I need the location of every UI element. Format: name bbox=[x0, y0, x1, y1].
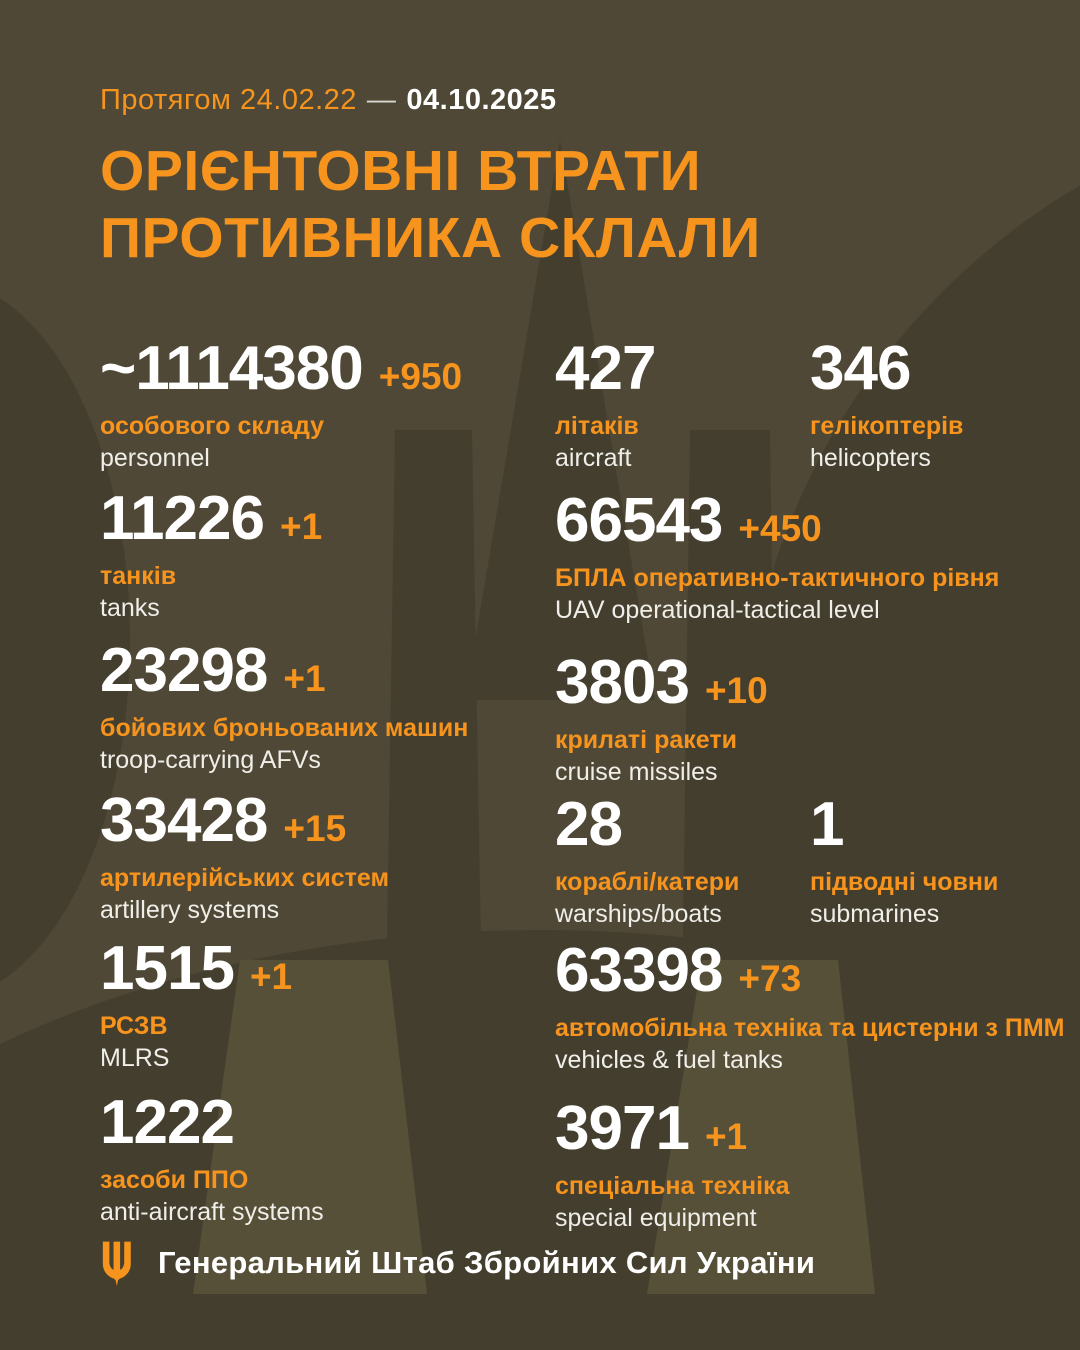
stat-delta: +10 bbox=[704, 670, 768, 711]
stat-label-en: submarines bbox=[810, 900, 940, 928]
stat-delta: +73 bbox=[738, 958, 802, 999]
stat-value: ~1114380 bbox=[100, 334, 364, 403]
stat-delta: +1 bbox=[249, 956, 293, 997]
stat-label-ua: літаків bbox=[555, 412, 639, 440]
stat-label-ua: гелікоптерів bbox=[810, 412, 964, 440]
period-prefix: Протягом 24.02.22 bbox=[100, 84, 357, 116]
stat-label-en: artillery systems bbox=[100, 896, 280, 924]
stat-delta: +950 bbox=[378, 356, 463, 397]
stat-submarines: 1 підводні човни submarines bbox=[810, 794, 998, 929]
stat-label-en: special equipment bbox=[555, 1204, 757, 1232]
stat-value: 11226 bbox=[100, 484, 265, 553]
stat-value: 3803 bbox=[555, 648, 690, 717]
stat-value: 427 bbox=[555, 334, 656, 403]
stat-value: 23298 bbox=[100, 636, 268, 705]
stat-value: 346 bbox=[810, 334, 911, 403]
stat-value: 28 bbox=[555, 790, 623, 859]
stat-label-ua: автомобільна техніка та цистерни з ПММ bbox=[555, 1014, 1065, 1042]
page-title-line1: ОРІЄНТОВНІ ВТРАТИ bbox=[100, 139, 702, 203]
stat-artillery: 33428 +15 артилерійських систем artiller… bbox=[100, 790, 389, 925]
stat-label-en: vehicles & fuel tanks bbox=[555, 1046, 783, 1074]
source-attribution: Генеральний Штаб Збройних Сил України bbox=[158, 1245, 816, 1280]
stat-value: 3971 bbox=[555, 1094, 690, 1163]
stat-personnel: ~1114380 +950 особового складу personnel bbox=[100, 338, 462, 473]
period-dash: — bbox=[366, 84, 397, 116]
period-end-date: 04.10.2025 bbox=[406, 84, 557, 116]
stat-anti-aircraft: 1222 засоби ППО anti-aircraft systems bbox=[100, 1092, 324, 1227]
footer: Генеральний Штаб Збройних Сил України bbox=[100, 1240, 815, 1286]
stat-mlrs: 1515 +1 РСЗВ MLRS bbox=[100, 938, 292, 1073]
stat-value: 1515 bbox=[100, 934, 235, 1003]
stat-label-ua: підводні човни bbox=[810, 868, 999, 896]
stat-helicopters: 346 гелікоптерів helicopters bbox=[810, 338, 963, 473]
stat-cruise-missiles: 3803 +10 крилаті ракети cruise missiles bbox=[555, 652, 768, 787]
stat-label-en: warships/boats bbox=[555, 900, 722, 928]
stat-warships: 28 кораблі/катери warships/boats bbox=[555, 794, 739, 929]
stat-delta: +15 bbox=[283, 808, 347, 849]
stat-label-ua: спеціальна техніка bbox=[555, 1172, 790, 1200]
stat-value: 33428 bbox=[100, 786, 268, 855]
stat-label-en: personnel bbox=[100, 444, 210, 472]
stat-delta: +1 bbox=[280, 506, 323, 547]
stat-label-en: tanks bbox=[100, 594, 160, 622]
stat-label-en: troop-carrying AFVs bbox=[100, 746, 321, 774]
stat-value: 66543 bbox=[555, 486, 723, 555]
stat-label-ua: засоби ППО bbox=[100, 1166, 249, 1194]
stat-label-en: MLRS bbox=[100, 1044, 170, 1072]
stat-label-ua: РСЗВ bbox=[100, 1012, 168, 1040]
stat-uav: 66543 +450 БПЛА оперативно-тактичного рі… bbox=[555, 490, 999, 625]
stat-value: 1222 bbox=[100, 1088, 235, 1157]
stat-value: 63398 bbox=[555, 936, 723, 1005]
stat-label-ua: бойових броньованих машин bbox=[100, 714, 469, 742]
stat-label-en: UAV operational-tactical level bbox=[555, 596, 880, 624]
stat-delta: +1 bbox=[283, 658, 326, 699]
stat-vehicles: 63398 +73 автомобільна техніка та цистер… bbox=[555, 940, 1065, 1075]
stat-label-ua: кораблі/катери bbox=[555, 868, 740, 896]
stat-tanks: 11226 +1 танків tanks bbox=[100, 488, 322, 623]
tryzub-trident-icon bbox=[102, 1241, 131, 1286]
stat-aircraft: 427 літаків aircraft bbox=[555, 338, 671, 473]
stat-label-ua: БПЛА оперативно-тактичного рівня bbox=[555, 564, 1000, 592]
stat-label-ua: артилерійських систем bbox=[100, 864, 389, 892]
stat-value: 1 bbox=[810, 790, 844, 859]
stat-delta: +1 bbox=[704, 1116, 748, 1157]
stat-label-ua: крилаті ракети bbox=[555, 726, 737, 754]
stat-delta: +450 bbox=[738, 508, 822, 549]
stat-label-ua: особового складу bbox=[100, 412, 325, 440]
page-title-line2: ПРОТИВНИКА СКЛАЛИ bbox=[100, 205, 761, 270]
page-title: ОРІЄНТОВНІ ВТРАТИ ПРОТИВНИКА СКЛАЛИ bbox=[100, 138, 761, 271]
stat-label-en: aircraft bbox=[555, 444, 632, 472]
stat-label-en: helicopters bbox=[810, 444, 931, 472]
stat-label-en: anti-aircraft systems bbox=[100, 1198, 324, 1226]
stat-label-ua: танків bbox=[100, 562, 177, 590]
period-line: Протягом 24.02.22 — 04.10.2025 bbox=[100, 84, 557, 117]
stat-special-equipment: 3971 +1 спеціальна техніка special equip… bbox=[555, 1098, 790, 1233]
stat-label-en: cruise missiles bbox=[555, 758, 718, 786]
stat-afv: 23298 +1 бойових броньованих машин troop… bbox=[100, 640, 468, 775]
